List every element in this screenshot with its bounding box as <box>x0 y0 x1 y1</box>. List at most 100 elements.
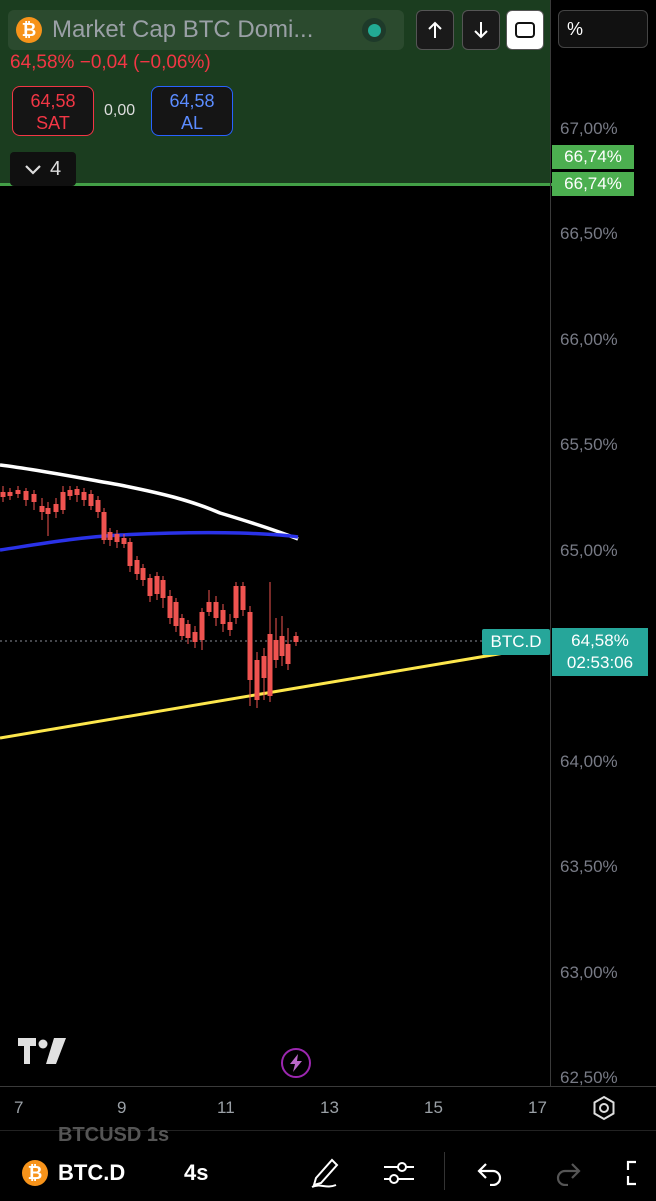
bar-countdown: 02:53:06 <box>566 653 634 672</box>
candle-body <box>15 490 21 494</box>
arrow-down-icon <box>474 22 488 39</box>
redo-icon[interactable] <box>554 1160 582 1186</box>
candle-body <box>53 504 59 512</box>
time-tick: 11 <box>217 1098 235 1117</box>
candle-body <box>267 634 273 696</box>
price-tick: 62,50% <box>560 1068 618 1087</box>
current-price: 64,58% <box>571 631 629 650</box>
candle-body <box>247 612 253 680</box>
candle-body <box>107 532 113 540</box>
spread-value: 0,00 <box>104 102 136 119</box>
sell-button[interactable]: 64,58 SAT <box>12 86 94 136</box>
market-status-icon[interactable] <box>362 18 386 42</box>
candle-body <box>192 632 198 642</box>
time-tick: 7 <box>14 1098 24 1117</box>
arrow-up-button[interactable] <box>416 10 454 50</box>
candle-body <box>81 492 87 500</box>
candlestick-series <box>0 486 299 708</box>
time-tick: 17 <box>528 1098 547 1117</box>
indicator-count: 4 <box>50 157 62 180</box>
price-tick: 65,00% <box>560 541 618 560</box>
candle-body <box>101 512 107 540</box>
symbol-price-tag: BTC.D <box>482 629 550 655</box>
candle-body <box>45 508 51 514</box>
chevron-down-icon <box>25 165 41 175</box>
price-chart[interactable] <box>0 0 550 1086</box>
time-tick: 15 <box>424 1098 443 1117</box>
sell-label: SAT <box>36 113 70 133</box>
tradingview-logo-icon <box>18 1038 66 1064</box>
candle-body <box>140 568 146 580</box>
candle-body <box>23 491 29 500</box>
candle-body <box>39 506 45 512</box>
candle-body <box>185 624 191 638</box>
alert-line[interactable] <box>0 183 552 186</box>
price-tick: 66,50% <box>560 224 618 243</box>
symbol-title: Market Cap BTC Domi... <box>52 16 314 43</box>
price-tick: 66,00% <box>560 330 618 349</box>
bitcoin-icon: ₿ <box>22 1160 48 1186</box>
candle-body <box>74 489 80 495</box>
moving-average-blue <box>0 530 299 552</box>
candle-body <box>167 596 173 618</box>
candle-body <box>88 494 94 506</box>
candle-body <box>254 660 260 700</box>
candle-body <box>60 492 66 510</box>
sell-price: 64,58 <box>30 91 76 111</box>
candle-body <box>179 618 185 636</box>
candle-body <box>147 578 153 596</box>
candle-body <box>279 636 285 656</box>
bitcoin-icon: ₿ <box>16 17 42 43</box>
drawing-pen-icon[interactable] <box>308 1154 342 1190</box>
candle-body <box>273 640 279 660</box>
candle-body <box>95 500 101 512</box>
candle-body <box>293 636 299 642</box>
candle-body <box>199 612 205 640</box>
lightning-icon <box>290 1054 302 1072</box>
flash-button[interactable] <box>281 1048 311 1078</box>
toolbar-divider <box>444 1152 445 1190</box>
candle-body <box>121 538 127 544</box>
candle-body <box>0 492 6 497</box>
candle-body <box>31 494 37 502</box>
candle-body <box>114 534 120 542</box>
price-change: 64,58% −0,04 (−0,06%) <box>10 52 211 73</box>
percent-scale-button[interactable]: % <box>558 10 648 48</box>
current-price-tag: 64,58% 02:53:06 <box>552 628 648 676</box>
moving-average-white <box>0 463 299 541</box>
undo-icon[interactable] <box>476 1160 504 1186</box>
candle-body <box>213 602 219 618</box>
frame-icon <box>515 22 535 38</box>
candle-body <box>160 580 166 598</box>
arrow-down-button[interactable] <box>462 10 500 50</box>
time-axis-separator <box>0 1086 656 1087</box>
buy-button[interactable]: 64,58 AL <box>151 86 233 136</box>
buy-label: AL <box>180 113 204 133</box>
alert-price-tag[interactable]: 66,74% <box>552 172 634 196</box>
indicators-collapse-button[interactable]: 4 <box>10 152 76 186</box>
timeframe-selector[interactable]: 4s <box>184 1160 209 1185</box>
arrow-up-icon <box>428 21 442 38</box>
price-tick: 63,50% <box>560 857 618 876</box>
candle-body <box>67 490 73 496</box>
indicator-settings-icon[interactable] <box>382 1158 416 1188</box>
settings-gear-icon[interactable] <box>591 1095 617 1121</box>
candle-body <box>227 622 233 630</box>
time-tick: 13 <box>320 1098 339 1117</box>
previous-symbol-ghost: BTCUSD 1s <box>58 1124 170 1146</box>
candle-body <box>285 644 291 664</box>
candle-body <box>240 586 246 610</box>
candle-body <box>220 610 226 624</box>
price-axis-separator <box>550 0 551 1086</box>
price-tick: 64,00% <box>560 752 618 771</box>
price-tick: 67,00% <box>560 119 618 138</box>
candle-body <box>233 586 239 618</box>
symbol-selector[interactable]: BTC.D <box>58 1160 126 1185</box>
buy-price: 64,58 <box>169 91 215 111</box>
candle-body <box>154 576 160 594</box>
fullscreen-corner-icon[interactable] <box>624 1158 656 1188</box>
alert-price-tag[interactable]: 66,74% <box>552 145 634 169</box>
candle-body <box>261 656 267 678</box>
fullscreen-button[interactable] <box>506 10 544 50</box>
symbol-title-bar[interactable]: ₿ Market Cap BTC Domi... <box>8 10 404 50</box>
